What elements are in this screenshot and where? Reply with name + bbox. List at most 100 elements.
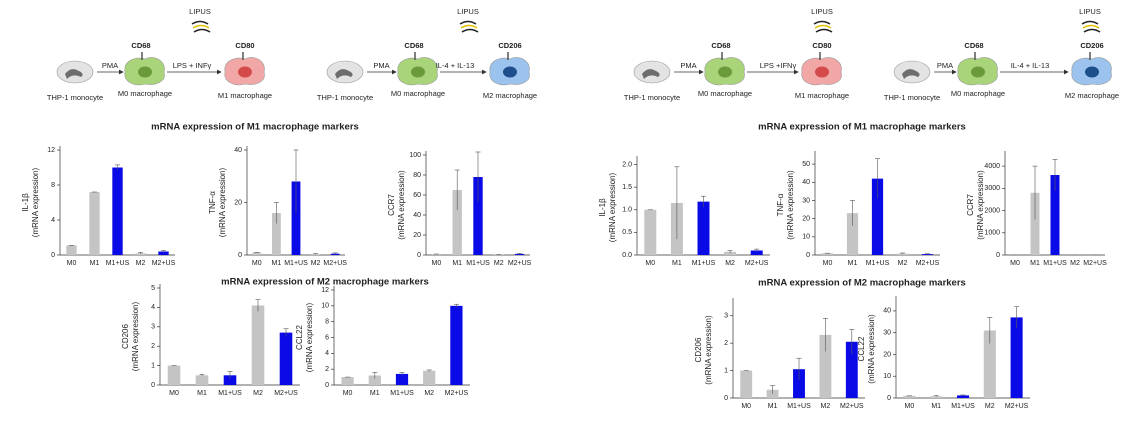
x-tick-label: M2: [253, 390, 263, 397]
nucleus: [138, 66, 152, 78]
x-tick-label: M1: [197, 390, 207, 397]
x-tick-label: M1+US: [951, 403, 975, 410]
x-tick-label: M1: [768, 403, 778, 410]
bar: [223, 375, 237, 385]
x-tick-label: M2: [821, 403, 831, 410]
y-tick-label: 10: [321, 303, 329, 310]
marker-label: CD206: [498, 41, 521, 50]
marker-label: CD80: [235, 41, 254, 50]
x-tick-label: M0: [169, 390, 179, 397]
y-tick-label: 0: [151, 382, 155, 389]
bar: [921, 254, 934, 255]
section-title: mRNA expression of M2 macrophage markers: [221, 277, 429, 288]
ultrasound-wave: [192, 24, 210, 29]
y-tick-label: 8: [51, 182, 55, 189]
x-tick-label: M1: [452, 260, 462, 267]
y-axis-label: CD206: [694, 337, 703, 362]
x-tick-label: M2: [311, 260, 321, 267]
x-tick-label: M1+US: [218, 390, 242, 397]
x-tick-label: M2+US: [1083, 260, 1107, 267]
diagram-label: LPS + INFγ: [173, 61, 212, 70]
y-axis-label: CCL22: [857, 336, 866, 361]
bar: [983, 330, 996, 398]
y-axis-label: (mRNA expression): [31, 167, 40, 237]
bar: [819, 334, 832, 398]
y-tick-label: 80: [413, 172, 421, 179]
y-tick-label: 1.5: [622, 184, 632, 191]
ultrasound-wave: [813, 20, 831, 25]
y-tick-label: 4: [151, 304, 155, 311]
lipus-label: LIPUS: [457, 7, 479, 16]
marker-label: CD68: [131, 41, 150, 50]
y-tick-label: 40: [413, 212, 421, 219]
x-tick-label: M2: [494, 260, 504, 267]
ultrasound-wave: [1083, 28, 1101, 33]
y-axis-label: (mRNA expression): [786, 170, 795, 240]
diagram-label: IL-4 + IL-13: [1011, 61, 1050, 70]
monocyte-nucleus: [902, 69, 920, 79]
y-tick-label: 4: [51, 217, 55, 224]
x-tick-label: M1+US: [284, 260, 308, 267]
nucleus: [238, 66, 252, 78]
x-tick-label: M2+US: [916, 260, 940, 267]
x-tick-label: M2+US: [745, 260, 769, 267]
ultrasound-wave: [193, 28, 211, 33]
x-tick-label: M1: [90, 260, 100, 267]
x-tick-label: M1+US: [106, 260, 130, 267]
ultrasound-wave: [460, 24, 478, 29]
cell-label: THP-1 monocyte: [47, 93, 103, 102]
y-tick-label: 12: [47, 147, 55, 154]
bar: [514, 253, 525, 255]
y-tick-label: 50: [802, 161, 810, 168]
nucleus: [815, 66, 829, 78]
y-tick-label: 0.5: [622, 229, 632, 236]
diagram-label: PMA: [102, 61, 118, 70]
nucleus: [718, 66, 732, 78]
bar: [167, 365, 181, 385]
bar: [845, 341, 858, 398]
y-tick-label: 2: [724, 340, 728, 347]
section-title: mRNA expression of M2 macrophage markers: [758, 278, 966, 289]
lipus-label: LIPUS: [189, 7, 211, 16]
y-tick-label: 3: [151, 324, 155, 331]
bar: [821, 253, 834, 255]
bar: [341, 377, 354, 385]
x-tick-label: M2: [136, 260, 146, 267]
lipus-label: LIPUS: [811, 7, 833, 16]
x-tick-label: M0: [645, 260, 655, 267]
y-tick-label: 0: [724, 395, 728, 402]
bar: [896, 253, 909, 255]
diagram-label: PMA: [680, 61, 696, 70]
cell-label: M2 macrophage: [483, 91, 537, 100]
bar: [195, 375, 209, 385]
y-tick-label: 12: [321, 287, 329, 294]
x-tick-label: M1: [931, 403, 941, 410]
monocyte-nucleus: [642, 69, 660, 79]
section-title: mRNA expression of M1 macrophage markers: [758, 122, 966, 133]
ultrasound-wave: [1081, 20, 1099, 25]
bar: [740, 370, 753, 398]
x-tick-label: M0: [432, 260, 442, 267]
x-tick-label: M2+US: [445, 390, 469, 397]
cell-label: M0 macrophage: [698, 89, 752, 98]
y-tick-label: 60: [413, 192, 421, 199]
diagram-label: IL-4 + IL-13: [436, 61, 475, 70]
bar: [1030, 192, 1040, 255]
x-tick-label: M0: [343, 390, 353, 397]
marker-label: CD68: [404, 41, 423, 50]
x-tick-label: M2+US: [152, 260, 176, 267]
x-tick-label: M2+US: [274, 390, 298, 397]
section-title: mRNA expression of M1 macrophage markers: [151, 122, 359, 133]
y-tick-label: 0.0: [622, 252, 632, 259]
x-tick-label: M2: [725, 260, 735, 267]
nucleus: [411, 66, 425, 78]
bar: [644, 209, 657, 255]
y-tick-label: 1000: [984, 230, 1000, 237]
diagram-label: PMA: [373, 61, 389, 70]
x-tick-label: M1+US: [692, 260, 716, 267]
y-tick-label: 30: [883, 330, 891, 337]
bar: [697, 201, 710, 255]
y-axis-label: IL-1β: [21, 193, 30, 212]
bar: [473, 177, 483, 255]
